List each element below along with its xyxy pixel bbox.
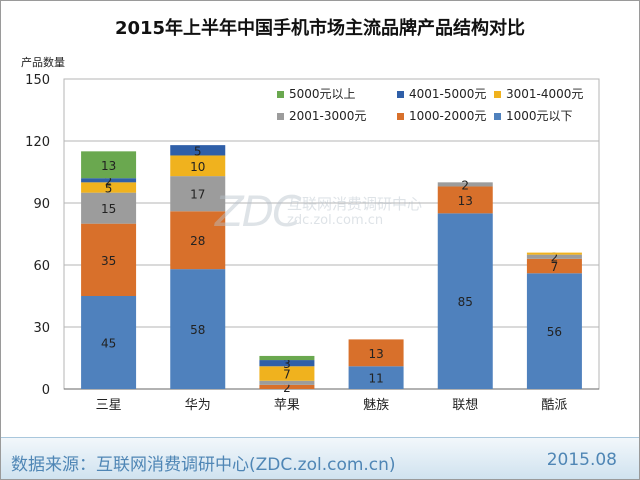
bar-segment-华为-3001-4000元	[170, 155, 226, 177]
bar-segment-苹果-5000元以上	[259, 355, 315, 361]
x-tick-label: 华为	[185, 398, 211, 413]
legend-entry: 4001-5000元	[409, 87, 486, 101]
bar-segment-三星-1000-2000元	[81, 223, 137, 296]
legend-swatch	[277, 113, 284, 120]
y-tick-label: 90	[33, 197, 50, 212]
bar-segment-华为-1000-2000元	[170, 211, 226, 270]
data-label: 2	[551, 251, 559, 265]
data-label: 17	[190, 188, 205, 202]
bar-segment-苹果-1000-2000元	[259, 384, 315, 389]
bar-segment-酷派-1000元以下	[526, 273, 582, 389]
legend-swatch	[397, 113, 404, 120]
bar-segment-魅族-1000-2000元	[348, 339, 404, 367]
bar-segment-华为-1000元以下	[170, 269, 226, 389]
data-label: 3	[283, 357, 291, 371]
legend-swatch	[397, 91, 404, 98]
footer-source: 数据来源：互联网消费调研中心(ZDC.zol.com.cn)	[11, 455, 396, 475]
y-tick-label: 30	[33, 321, 50, 336]
bar-segment-华为-4001-5000元	[170, 145, 226, 156]
bar-segment-魅族-1000元以下	[348, 366, 404, 389]
bar-segment-三星-5000元以上	[81, 151, 137, 179]
data-label: 7	[551, 260, 559, 274]
data-label: 2	[283, 381, 291, 395]
legend-entry: 2001-3000元	[289, 109, 366, 123]
y-axis-label: 产品数量	[21, 56, 65, 69]
data-label: 58	[190, 323, 205, 337]
data-label: 5	[194, 144, 202, 158]
bar-segment-三星-4001-5000元	[81, 178, 137, 183]
legend-swatch	[277, 91, 284, 98]
data-label: 85	[458, 295, 473, 309]
chart-title: 2015年上半年中国手机市场主流品牌产品结构对比	[114, 18, 526, 39]
legend-swatch	[494, 113, 501, 120]
x-tick-label: 酷派	[541, 398, 567, 413]
data-label: 28	[190, 234, 205, 248]
data-label: 15	[101, 202, 116, 216]
data-label: 5	[105, 182, 113, 196]
bar-segment-三星-1000元以下	[81, 296, 137, 389]
y-tick-label: 150	[25, 73, 50, 88]
data-label: 7	[283, 368, 291, 382]
data-label: 56	[547, 325, 562, 339]
data-label: 11	[368, 372, 383, 386]
legend-entry: 1000元以下	[506, 109, 573, 123]
bar-segment-联想-1000-2000元	[437, 186, 493, 214]
bar-segment-华为-2001-3000元	[170, 176, 226, 212]
bar-segment-联想-1000元以下	[437, 213, 493, 389]
data-label: 2	[461, 178, 469, 192]
y-tick-label: 120	[25, 135, 50, 150]
bar-segment-三星-3001-4000元	[81, 182, 137, 193]
bar-segment-酷派-1000-2000元	[526, 258, 582, 274]
x-tick-label: 联想	[452, 397, 478, 413]
footer-bar: 数据来源：互联网消费调研中心(ZDC.zol.com.cn) 2015.08	[1, 437, 639, 479]
data-label: 13	[368, 347, 383, 361]
bar-segment-酷派-3001-4000元	[526, 252, 582, 255]
legend-swatch	[494, 91, 501, 98]
data-label: 35	[101, 254, 116, 268]
bar-segment-酷派-2001-3000元	[526, 254, 582, 259]
data-label: 45	[101, 337, 116, 351]
data-label: 2	[105, 174, 113, 188]
x-tick-label: 魅族	[363, 397, 389, 413]
data-label: 10	[190, 160, 205, 174]
legend-entry: 3001-4000元	[506, 87, 583, 101]
x-tick-label: 苹果	[274, 398, 300, 413]
x-tick-label: 三星	[96, 398, 122, 413]
footer-date: 2015.08	[546, 450, 617, 470]
bar-segment-苹果-2001-3000元	[259, 380, 315, 385]
legend-entry: 1000-2000元	[409, 109, 486, 123]
data-label: 13	[101, 159, 116, 173]
bar-segment-三星-2001-3000元	[81, 192, 137, 224]
data-label: 13	[458, 194, 473, 208]
stacked-bar-chart: 03060901201504535155213三星582817105华为273苹…	[25, 73, 600, 413]
bar-segment-苹果-3001-4000元	[259, 366, 315, 381]
bar-segment-联想-2001-3000元	[437, 182, 493, 187]
bar-segment-苹果-4001-5000元	[259, 360, 315, 367]
plot-area-frame	[63, 78, 600, 390]
y-tick-label: 0	[42, 383, 50, 398]
legend-entry: 5000元以上	[289, 87, 356, 101]
y-tick-label: 60	[33, 259, 50, 274]
